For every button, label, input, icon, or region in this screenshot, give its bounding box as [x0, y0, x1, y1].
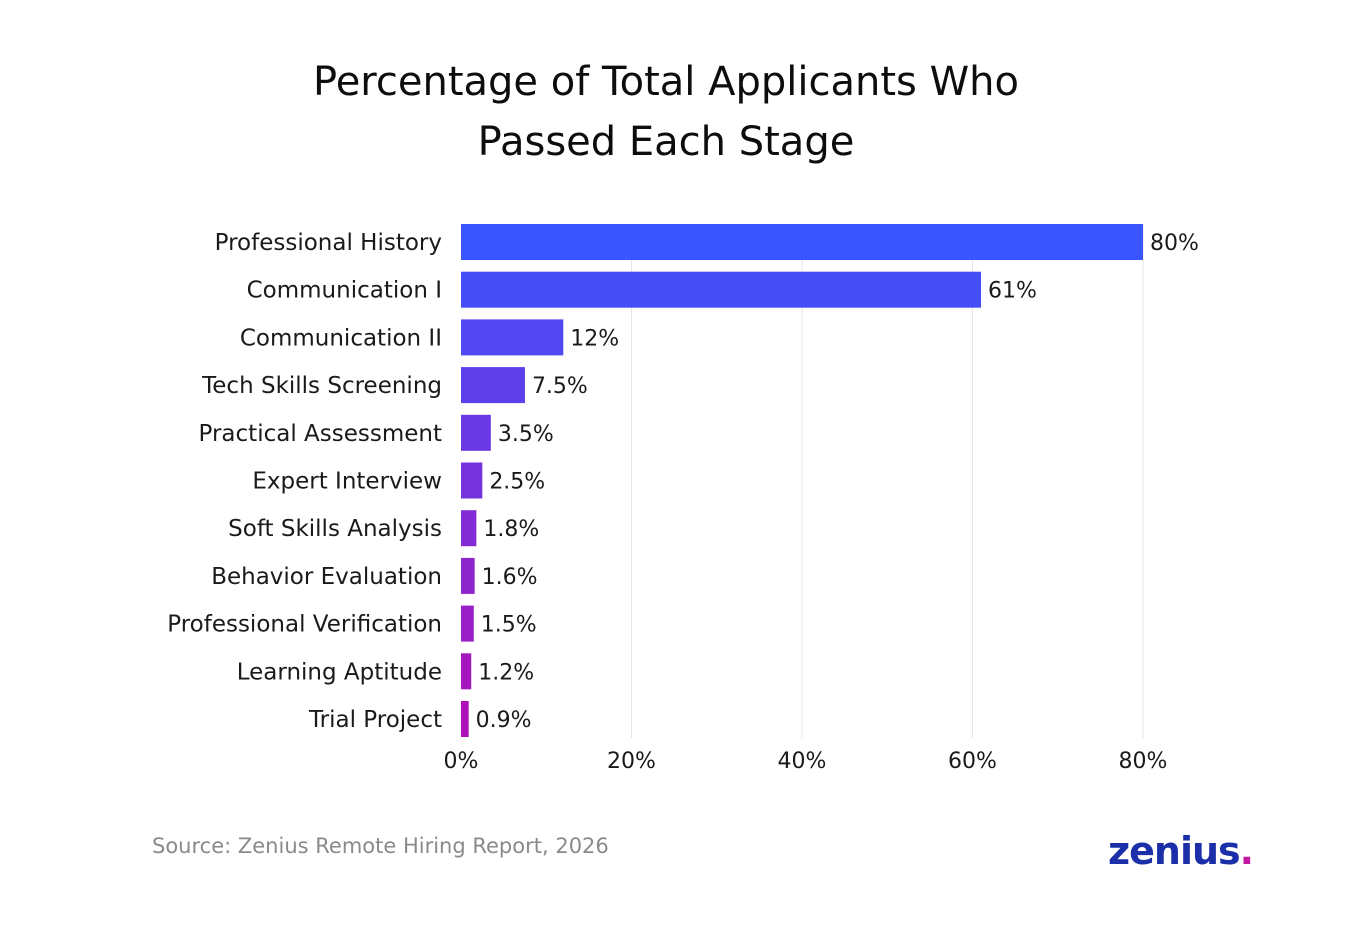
- value-label-2: 12%: [570, 326, 619, 351]
- bar-0: [461, 224, 1143, 260]
- value-label-3: 7.5%: [532, 374, 588, 399]
- gridlines: [631, 224, 1144, 738]
- bar-8: [461, 605, 474, 642]
- category-label-10: Trial Project: [308, 707, 442, 733]
- category-label-5: Expert Interview: [252, 469, 442, 495]
- chart-title-line-1: Percentage of Total Applicants Who: [313, 59, 1019, 105]
- x-tick-label-3: 60%: [948, 749, 997, 774]
- bar-1: [461, 271, 982, 308]
- bar-9: [461, 653, 472, 690]
- bar-5: [461, 462, 483, 499]
- value-label-4: 3.5%: [498, 422, 554, 447]
- bar-3: [461, 367, 525, 404]
- chart-title-line-2: Passed Each Stage: [477, 119, 855, 165]
- zenius-logo: zenius.: [1108, 828, 1254, 874]
- x-tick-label-2: 40%: [778, 749, 827, 774]
- x-tick-label-4: 80%: [1119, 749, 1168, 774]
- value-label-7: 1.6%: [482, 565, 538, 590]
- category-label-7: Behavior Evaluation: [211, 564, 442, 590]
- value-label-0: 80%: [1150, 231, 1199, 256]
- bar-7: [461, 557, 475, 594]
- x-tick-label-0: 0%: [444, 749, 479, 774]
- value-label-5: 2.5%: [489, 470, 545, 495]
- category-label-8: Professional Verification: [167, 612, 442, 638]
- category-label-1: Communication I: [247, 278, 442, 304]
- category-labels: Professional History Communication I Commu…: [167, 230, 442, 733]
- category-label-0: Professional History: [215, 230, 442, 256]
- x-axis-ticks: 0% 20% 40% 60% 80%: [444, 749, 1168, 774]
- bar-4: [461, 414, 491, 451]
- bar-6: [461, 510, 477, 547]
- source-note: Source: Zenius Remote Hiring Report, 202…: [152, 834, 609, 858]
- bars: [461, 224, 1143, 737]
- category-label-3: Tech Skills Screening: [201, 373, 442, 399]
- value-labels: 80% 61% 12% 7.5% 3.5% 2.5% 1.8% 1.6% 1.5% 1.2% 0.9…: [476, 231, 1199, 733]
- bar-chart: Professional History Communication I Commu…: [167, 224, 1199, 774]
- category-label-9: Learning Aptitude: [237, 659, 442, 685]
- value-label-6: 1.8%: [483, 517, 539, 542]
- bar-2: [461, 319, 564, 356]
- category-label-2: Communication II: [240, 325, 442, 351]
- value-label-8: 1.5%: [481, 613, 537, 638]
- bar-10: [461, 701, 469, 737]
- category-label-6: Soft Skills Analysis: [228, 516, 442, 542]
- logo-text: zenius: [1108, 829, 1241, 873]
- value-label-9: 1.2%: [478, 660, 534, 685]
- logo-dot: .: [1239, 829, 1254, 873]
- value-label-1: 61%: [988, 279, 1037, 304]
- category-label-4: Practical Assessment: [199, 421, 442, 447]
- value-label-10: 0.9%: [476, 708, 532, 733]
- chart-title: Percentage of Total Applicants Who Passe…: [0, 52, 1332, 172]
- x-tick-label-1: 20%: [607, 749, 656, 774]
